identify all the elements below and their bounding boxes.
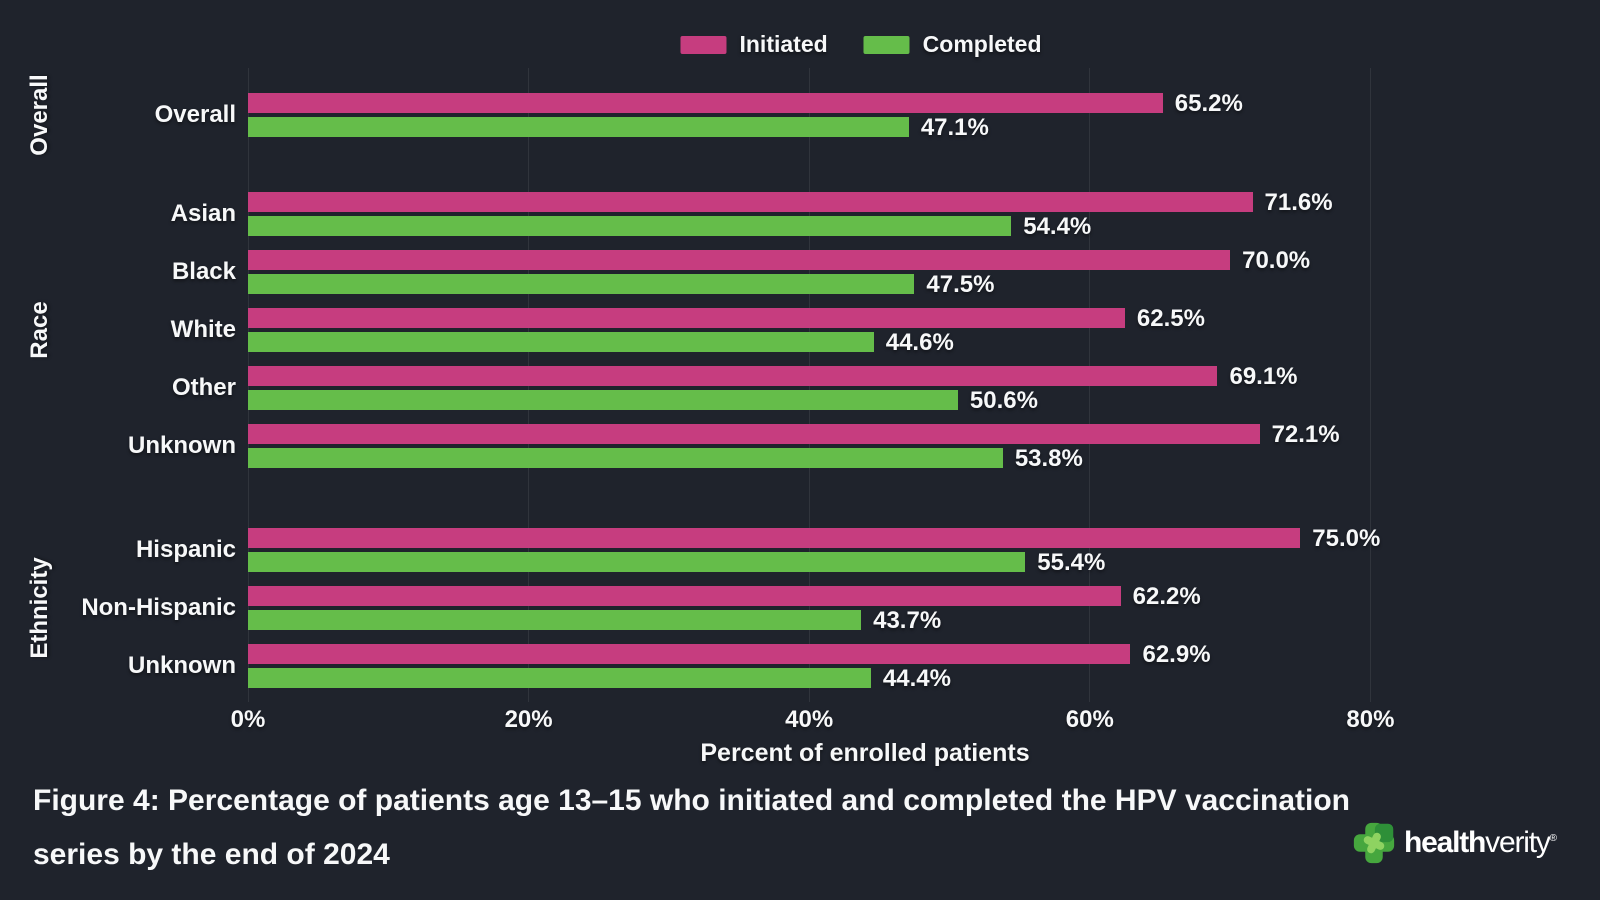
value-label-initiated: 72.1% [1271,421,1340,448]
row-label-hispanic: Hispanic [135,536,236,563]
healthverity-cross-icon [1353,822,1395,864]
bar-completed [248,552,1026,572]
row-label-asian: Asian [170,200,236,227]
logo-text-regular: verity [1485,826,1551,859]
value-label-completed: 53.8% [1014,445,1083,472]
value-label-completed: 50.6% [969,387,1038,414]
bar-completed [248,274,915,294]
legend-item-completed: Completed [863,31,1042,58]
group-label-race: Race [26,301,53,359]
legend-swatch-initiated [680,35,727,54]
figure-caption: Figure 4: Percentage of patients age 13–… [33,781,1350,889]
healthverity-wordmark: healthverity® [1404,826,1557,860]
value-label-initiated: 62.9% [1142,641,1211,668]
row-label-unknown: Unknown [128,432,236,459]
bar-initiated [248,192,1253,212]
group-label-ethnicity: Ethnicity [26,557,53,659]
bar-initiated [248,586,1121,606]
x-tick-0%: 0% [230,706,266,733]
bar-completed [248,448,1003,468]
bar-completed [248,332,874,352]
figure-caption-line-1: Figure 4: Percentage of patients age 13–… [33,784,1350,817]
value-label-initiated: 62.5% [1136,305,1205,332]
value-label-initiated: 65.2% [1174,90,1243,117]
legend-label-completed: Completed [922,31,1042,57]
value-label-completed: 47.1% [920,114,989,141]
bar-completed [248,390,958,410]
bar-completed [248,668,871,688]
registered-trademark: ® [1549,833,1558,844]
value-label-initiated: 62.2% [1132,583,1201,610]
row-label-unknown: Unknown [128,652,236,679]
figure-caption-line-2: series by the end of 2024 [33,838,390,871]
bar-initiated [248,644,1131,664]
legend-item-initiated: Initiated [680,31,828,58]
row-label-white: White [170,316,236,343]
bar-initiated [248,528,1301,548]
bar-completed [248,216,1012,236]
value-label-completed: 54.4% [1023,213,1092,240]
bar-initiated [248,424,1260,444]
x-tick-40%: 40% [785,706,834,733]
logo-text-bold: health [1404,826,1486,859]
x-tick-80%: 80% [1346,706,1395,733]
legend-label-initiated: Initiated [739,31,828,57]
row-label-non-hispanic: Non-Hispanic [81,594,236,621]
bar-initiated [248,93,1163,113]
value-label-completed: 44.4% [882,665,951,692]
value-label-completed: 47.5% [926,271,995,298]
row-label-other: Other [171,374,236,401]
value-label-completed: 44.6% [885,329,954,356]
chart-legend: Initiated Completed [680,31,1042,58]
value-label-completed: 55.4% [1037,549,1106,576]
x-tick-20%: 20% [504,706,553,733]
row-label-black: Black [171,258,236,285]
x-tick-60%: 60% [1065,706,1114,733]
x-axis-label: Percent of enrolled patients [700,739,1030,767]
bar-initiated [248,308,1125,328]
legend-swatch-completed [863,35,910,54]
value-label-initiated: 70.0% [1242,247,1311,274]
row-label-overall: Overall [154,101,236,128]
bar-initiated [248,250,1231,270]
value-label-initiated: 75.0% [1312,525,1381,552]
value-label-initiated: 69.1% [1229,363,1298,390]
value-label-completed: 43.7% [873,607,942,634]
gridline-80% [1369,68,1371,702]
value-label-initiated: 71.6% [1264,189,1333,216]
group-label-overall: Overall [26,74,53,156]
bar-initiated [248,366,1218,386]
healthverity-logo: healthverity® [1353,822,1557,864]
bar-completed [248,117,909,137]
bar-completed [248,610,862,630]
